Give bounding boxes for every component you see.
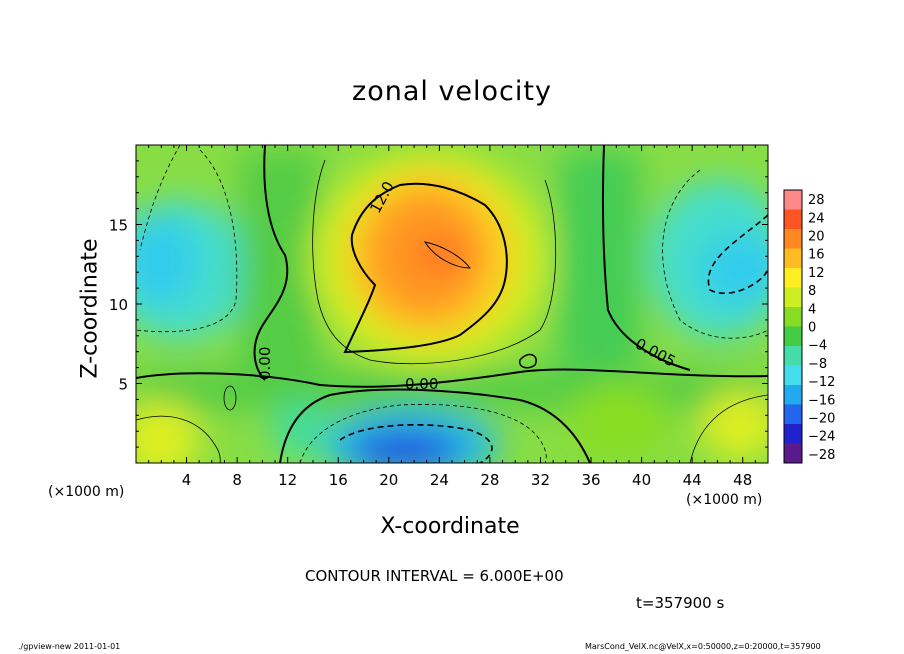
contour-0-middle [136, 368, 768, 388]
field-blob [350, 430, 460, 463]
x-tick-label: 44 [683, 471, 702, 489]
contour-neg6-bottom [299, 404, 547, 463]
field-blob [410, 235, 470, 275]
x-tick-label: 48 [733, 471, 752, 489]
contour-0-left [253, 145, 289, 381]
colorbar-label: 20 [808, 230, 825, 245]
colorbar-frame [783, 189, 803, 464]
field-blob [136, 215, 195, 305]
colorbar-segment [784, 287, 802, 307]
x-tick-label: 40 [632, 471, 651, 489]
colorbar-segment [784, 346, 802, 366]
heatmap-field: 12.0 0.00 -0.005 0.00 [136, 145, 768, 463]
x-unit-label-left: (×1000 m) [48, 484, 125, 500]
x-tick-label: 16 [329, 471, 348, 489]
field-blob [570, 380, 670, 460]
field-blob [270, 400, 330, 460]
y-axis-label: Z-coordinate [77, 238, 103, 379]
field-blob [700, 235, 768, 305]
contour-label: 0.00 [405, 375, 438, 393]
colorbar-segment [784, 326, 802, 346]
contour-interval-label: CONTOUR INTERVAL = 6.000E+00 [305, 567, 564, 585]
contour-label: 0.00 [256, 347, 274, 380]
contour-6-bottom-right [689, 394, 768, 463]
colorbar: 28 24 20 16 12 8 4 0 −4 −8 −12 −16 −20 −24 −28 [783, 189, 835, 464]
colorbar-label: −20 [808, 412, 835, 427]
colorbar-label: 0 [808, 321, 816, 336]
footer-left: ./gpview-new 2011-01-01 [18, 642, 121, 651]
x-tick-label: 12 [278, 471, 297, 489]
colorbar-segment [784, 385, 802, 405]
colorbar-segment [784, 229, 802, 249]
contour-0-right [602, 145, 691, 371]
y-tick-label: 15 [109, 217, 128, 235]
chart-title: zonal velocity [352, 76, 552, 107]
time-label: t=357900 s [636, 594, 725, 612]
field-blob [136, 400, 200, 463]
contour-0-bottom [279, 388, 591, 463]
colorbar-segment [784, 365, 802, 385]
contour-small [519, 353, 537, 369]
colorbar-label: 4 [808, 302, 816, 317]
colorbar-label: −16 [808, 393, 835, 408]
colorbar-segment [784, 404, 802, 424]
contour-neg6-right [662, 169, 768, 339]
colorbar-label: 24 [808, 211, 825, 226]
colorbar-label: 12 [808, 266, 825, 281]
contour-6 [312, 159, 557, 365]
contour-24 [423, 241, 472, 269]
x-tick-label: 32 [531, 471, 550, 489]
x-tick-label: 20 [379, 471, 398, 489]
x-axis-label: X-coordinate [380, 514, 520, 539]
colorbar-segment [784, 443, 802, 463]
field-blob [136, 370, 768, 410]
contour-small [223, 385, 237, 411]
colorbar-label: 8 [808, 284, 816, 299]
x-tick-label: 36 [581, 471, 600, 489]
colorbar-segment [784, 424, 802, 444]
colorbar-segment [784, 248, 802, 268]
colorbar-segment [784, 268, 802, 288]
colorbar-segment [784, 190, 802, 210]
footer-right: MarsCond_VelX.nc@VelX,x=0:50000,z=0:2000… [585, 642, 821, 651]
colorbar-label: 28 [808, 193, 825, 208]
y-tick-label: 10 [109, 296, 128, 314]
colorbar-segment [784, 307, 802, 327]
colorbar-label: −8 [808, 357, 827, 372]
contour-neg12-right [707, 214, 768, 295]
x-tick-label: 4 [182, 471, 192, 489]
contour-lines [136, 145, 768, 463]
x-tick-label: 28 [480, 471, 499, 489]
x-tick-label: 24 [430, 471, 449, 489]
field-blob [560, 150, 640, 380]
colorbar-label: −28 [808, 448, 835, 463]
colorbar-label: −12 [808, 375, 835, 390]
x-unit-label-right: (×1000 m) [686, 492, 763, 508]
contour-neg12-bottom [339, 424, 493, 463]
y-tick-label: 5 [118, 376, 128, 394]
colorbar-segment [784, 209, 802, 229]
x-axis: 4 8 12 16 20 24 28 32 36 40 44 48 [148, 145, 756, 489]
colorbar-label: 16 [808, 248, 825, 263]
x-tick-label: 8 [232, 471, 242, 489]
field-blob [700, 390, 768, 460]
contour-6-bottom-left [136, 415, 221, 463]
contour-12 [343, 182, 508, 354]
field-blob [240, 150, 320, 370]
y-axis: 5 10 15 [109, 160, 768, 448]
contour-neg6-left [139, 145, 181, 251]
colorbar-label: −4 [808, 339, 827, 354]
colorbar-label: −24 [808, 430, 835, 445]
